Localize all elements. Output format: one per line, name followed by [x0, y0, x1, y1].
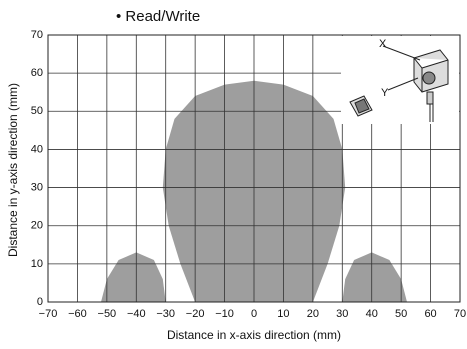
x-tick-label: −50: [98, 308, 117, 320]
x-tick-label: 50: [395, 308, 407, 320]
plot-frame: [47, 34, 461, 303]
x-tick-label: −40: [127, 308, 146, 320]
y-axis-label: Distance in y-axis direction (mm): [6, 83, 20, 257]
x-tick-label: −20: [186, 308, 205, 320]
y-tick-label: 40: [31, 143, 43, 155]
y-tick-label: 30: [31, 181, 43, 193]
x-tick-label: −70: [39, 308, 58, 320]
x-tick-label: 70: [454, 308, 466, 320]
x-tick-label: 0: [251, 308, 257, 320]
x-axis-label: Distance in x-axis direction (mm): [167, 328, 341, 342]
x-tick-label: 20: [307, 308, 319, 320]
y-tick-label: 20: [31, 220, 43, 232]
annotation: X: [379, 38, 387, 50]
area: [342, 252, 407, 302]
y-tick-label: 70: [31, 29, 43, 41]
x-tick-label: 30: [336, 308, 348, 320]
y-tick-label: 50: [31, 105, 43, 117]
x-tick-label: −10: [215, 308, 234, 320]
y-tick-label: 0: [37, 296, 43, 308]
x-tick-label: −60: [68, 308, 87, 320]
y-tick-label: 10: [31, 258, 43, 270]
chart-title: • Read/Write: [116, 8, 200, 25]
x-tick-label: −30: [156, 308, 175, 320]
y-tick-label: 60: [31, 67, 43, 79]
x-tick-label: 10: [277, 308, 289, 320]
x-tick-label: 40: [366, 308, 378, 320]
x-tick-label: 60: [424, 308, 436, 320]
sensor-illustration: [349, 45, 449, 122]
area: [101, 252, 166, 302]
sensor-inset: X Y: [341, 36, 459, 124]
annotation: Y: [381, 87, 389, 99]
